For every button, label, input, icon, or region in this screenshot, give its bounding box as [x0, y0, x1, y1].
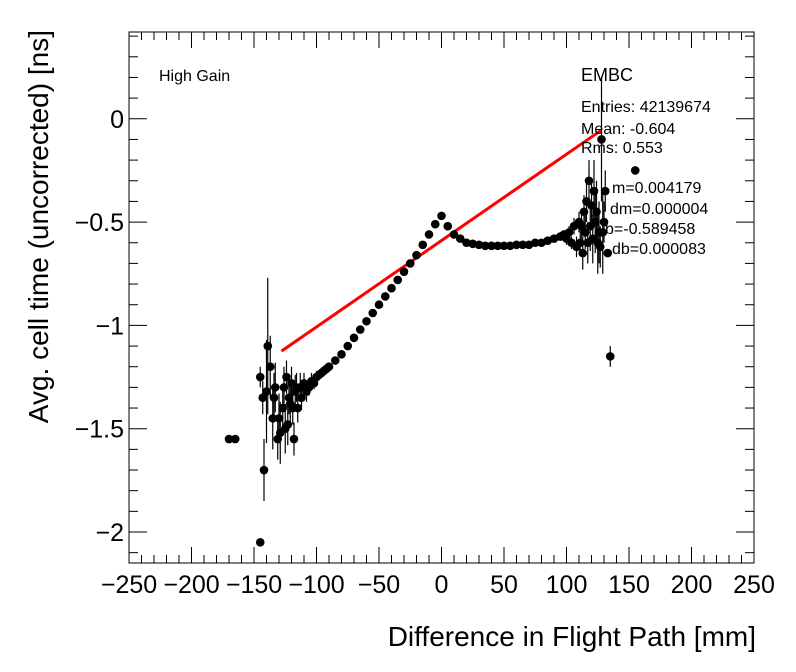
- data-point: [262, 387, 271, 396]
- data-point: [412, 250, 421, 260]
- data-point: [270, 383, 280, 392]
- axis-ticks: [128, 32, 755, 563]
- x-tick-label: −50: [358, 571, 400, 599]
- data-point: [443, 221, 453, 231]
- data-point: [512, 240, 521, 250]
- fit-line-layer: [280, 128, 603, 353]
- data-point: [380, 292, 390, 301]
- stats-entries: Entries: 42139674: [581, 99, 711, 116]
- data-point: [600, 186, 610, 196]
- data-point: [355, 325, 365, 334]
- data-point: [393, 275, 403, 285]
- y-axis-label: Avg. cell time (uncorrected) [ns]: [23, 30, 54, 423]
- data-point: [297, 393, 306, 403]
- y-tick-label: 0: [110, 106, 124, 134]
- data-point: [499, 241, 509, 251]
- data-point: [255, 372, 265, 382]
- data-point: [258, 393, 268, 403]
- data-point: [289, 434, 299, 444]
- data-point: [455, 234, 465, 243]
- data-point: [268, 414, 278, 423]
- x-tick-label: −150: [226, 571, 282, 599]
- data-point: [597, 135, 606, 144]
- stats-mean: Mean: -0.604: [581, 121, 675, 138]
- data-point: [255, 538, 265, 547]
- data-point: [368, 308, 378, 318]
- x-tick-labels: −250 −200 −150 −100 −50 0 50 100 150 200 250: [101, 571, 775, 599]
- data-point: [224, 434, 234, 444]
- data-point: [518, 240, 528, 250]
- data-point: [430, 219, 440, 229]
- data-point: [598, 228, 608, 237]
- data-point: [349, 333, 359, 343]
- y-tick-label: −2: [95, 519, 124, 547]
- gain-label: High Gain: [159, 68, 230, 85]
- data-point: [424, 230, 434, 239]
- data-point: [630, 166, 640, 175]
- fit-params: m=0.004179 dm=0.000004 b=-0.589458 db=0.…: [605, 180, 708, 258]
- data-point: [487, 241, 496, 251]
- data-point: [599, 217, 609, 227]
- x-tick-label: −250: [101, 571, 157, 599]
- region-label: EMBC: [581, 65, 633, 85]
- data-point: [374, 300, 384, 310]
- y-tick-labels: 0 −0.5 −1 −1.5 −2: [75, 106, 124, 547]
- data-point: [530, 238, 540, 248]
- stats-box: Entries: 42139674 Mean: -0.604 Rms: 0.55…: [581, 99, 711, 157]
- data-point: [282, 372, 291, 382]
- fit-line: [280, 128, 603, 353]
- fit-slope-error: dm=0.000004: [610, 201, 708, 218]
- data-point: [449, 230, 459, 239]
- x-tick-label: −200: [163, 571, 219, 599]
- fit-intercept-error: db=0.000083: [612, 241, 706, 258]
- x-tick-label: 50: [490, 571, 518, 599]
- data-point: [405, 259, 415, 268]
- data-point: [605, 352, 615, 361]
- x-tick-label: 0: [435, 571, 449, 599]
- data-point: [418, 240, 428, 250]
- data-point: [578, 248, 588, 258]
- x-tick-label: 250: [733, 571, 775, 599]
- data-point: [265, 362, 275, 372]
- data-point: [324, 362, 334, 372]
- y-tick-label: −0.5: [75, 209, 124, 237]
- data-point: [269, 393, 279, 403]
- data-point: [259, 465, 269, 475]
- y-tick-label: −1: [95, 312, 124, 340]
- x-tick-label: 200: [671, 571, 713, 599]
- data-point: [230, 434, 240, 444]
- data-point: [480, 241, 490, 251]
- data-point: [330, 356, 340, 365]
- data-point: [399, 267, 409, 276]
- fit-slope: m=0.004179: [612, 180, 702, 197]
- x-axis-label: Difference in Flight Path [mm]: [388, 621, 756, 652]
- data-point: [493, 241, 503, 251]
- data-points-layer: [224, 77, 640, 547]
- x-tick-label: 150: [608, 571, 650, 599]
- data-point: [437, 211, 446, 221]
- fit-intercept: b=-0.589458: [605, 221, 695, 238]
- data-point: [387, 283, 396, 293]
- data-point: [293, 403, 303, 413]
- y-tick-label: −1.5: [75, 416, 124, 444]
- data-point: [274, 414, 284, 423]
- data-point: [362, 316, 371, 326]
- stats-rms: Rms: 0.553: [581, 140, 663, 157]
- data-point: [337, 350, 346, 359]
- data-point: [343, 341, 353, 351]
- x-tick-label: 100: [546, 571, 588, 599]
- data-point: [603, 248, 613, 258]
- x-tick-label: −100: [288, 571, 344, 599]
- data-point: [564, 228, 574, 237]
